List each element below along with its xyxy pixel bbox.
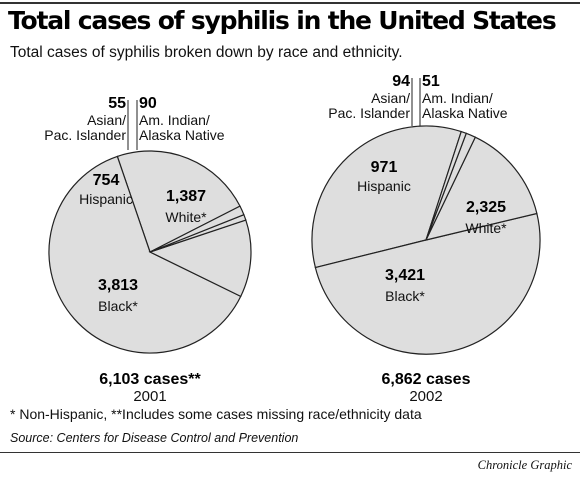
top-rule [0, 2, 580, 4]
pie-slice-white [116, 150, 241, 253]
slice-name-asian-pac-islander-line-2: Pac. Islander [44, 127, 126, 143]
slice-value-hispanic: 971 [371, 159, 398, 176]
slice-name-am-indian-alaska-native-line-1: Am. Indian/ [139, 112, 210, 128]
total-cases-2001: 6,103 cases** [99, 371, 201, 388]
slice-name-white: White* [165, 209, 207, 225]
slice-name-white: White* [465, 220, 507, 236]
slice-value-white: 1,387 [166, 188, 206, 205]
slice-name-am-indian-alaska-native-line-2: Alaska Native [139, 127, 225, 143]
pie-slice-hispanic [424, 136, 538, 241]
pie-slice-white [311, 125, 462, 269]
slice-name-black: Black* [98, 298, 138, 314]
slice-value-asian-pac-islander: 55 [108, 95, 126, 112]
credit-line: Chronicle Graphic [477, 458, 572, 472]
slice-name-hispanic: Hispanic [357, 178, 411, 194]
bottom-rule [0, 452, 580, 453]
slice-value-hispanic: 754 [93, 172, 120, 189]
slice-value-black: 3,421 [385, 267, 425, 284]
year-label-2001: 2001 [133, 388, 166, 405]
slice-value-black: 3,813 [98, 277, 138, 294]
slice-name-am-indian-alaska-native-line-2: Alaska Native [422, 105, 508, 121]
year-label-2002: 2002 [409, 388, 442, 405]
pie-slice-hispanic [148, 219, 252, 298]
slice-name-black: Black* [385, 288, 425, 304]
slice-name-hispanic: Hispanic [79, 191, 133, 207]
slice-value-am-indian-alaska-native: 90 [139, 95, 157, 112]
chart-title: Total cases of syphilis in the United St… [8, 6, 557, 35]
chart-subtitle: Total cases of syphilis broken down by r… [10, 44, 403, 61]
slice-name-asian-pac-islander-line-1: Asian/ [87, 112, 126, 128]
source-note: Source: Centers for Disease Control and … [10, 431, 299, 445]
slice-name-asian-pac-islander-line-2: Pac. Islander [328, 105, 410, 121]
pie-slice-am-indian-alaska-native [149, 205, 245, 253]
pie-chart-2002: 2,325 White* 3,421 Black* 971 Hispanic 94Asian… [311, 73, 541, 405]
pie-chart-2001: 1,387 White* 3,813 Black* 754 Hispanic 55Asian… [44, 95, 252, 405]
slice-value-am-indian-alaska-native: 51 [422, 73, 440, 90]
slice-value-asian-pac-islander: 94 [392, 73, 410, 90]
footnote: * Non-Hispanic, **Includes some cases mi… [10, 406, 422, 422]
total-cases-2002: 6,862 cases [382, 371, 471, 388]
pie-slice-black [48, 155, 242, 354]
slice-value-white: 2,325 [466, 199, 506, 216]
slice-name-am-indian-alaska-native-line-1: Am. Indian/ [422, 90, 493, 106]
pie-slice-black [314, 212, 541, 355]
slice-name-asian-pac-islander-line-1: Asian/ [371, 90, 410, 106]
pie-slice-am-indian-alaska-native [425, 130, 468, 241]
